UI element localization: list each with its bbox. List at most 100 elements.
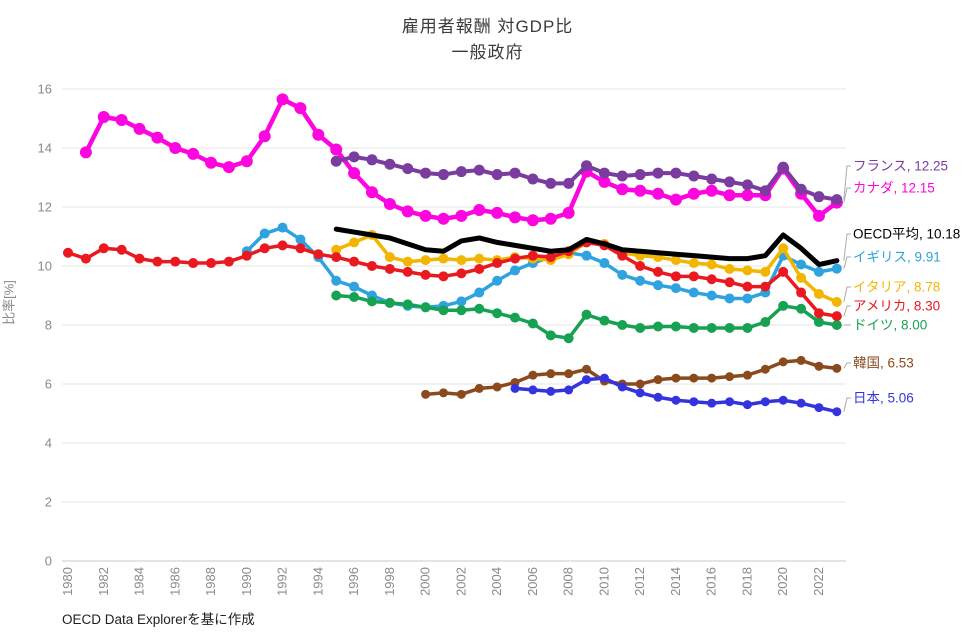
marker-italy	[706, 259, 717, 270]
marker-canada	[419, 209, 432, 222]
marker-germany	[366, 296, 377, 307]
marker-korea	[796, 355, 806, 365]
label-connector-france	[843, 165, 851, 200]
marker-canada	[634, 184, 647, 197]
marker-japan	[671, 395, 681, 405]
x-tick-label: 2008	[561, 567, 576, 596]
marker-korea	[635, 379, 645, 389]
marker-korea	[814, 361, 824, 371]
marker-germany	[438, 305, 449, 316]
marker-germany	[420, 302, 431, 313]
page-title: 雇用者報酬 対GDP比	[401, 17, 574, 36]
marker-canada	[222, 161, 235, 174]
marker-canada	[526, 214, 539, 227]
marker-usa	[635, 261, 646, 271]
marker-italy	[688, 258, 699, 269]
marker-france	[330, 155, 342, 167]
marker-korea	[742, 370, 752, 380]
marker-japan	[689, 397, 699, 407]
marker-uk	[474, 287, 485, 298]
marker-germany	[402, 299, 413, 310]
marker-italy	[742, 265, 753, 276]
marker-canada	[79, 146, 92, 159]
label-connector-canada	[843, 187, 851, 203]
marker-uk	[688, 287, 699, 298]
marker-germany	[456, 305, 467, 316]
marker-japan	[778, 395, 788, 405]
marker-france	[509, 167, 521, 179]
marker-canada	[401, 205, 414, 218]
label-connector-italy	[843, 286, 851, 303]
marker-france	[491, 169, 503, 181]
marker-usa	[688, 271, 699, 282]
marker-usa	[796, 287, 807, 298]
marker-usa	[492, 258, 503, 269]
marker-japan	[635, 388, 645, 398]
marker-japan	[546, 386, 556, 396]
marker-france	[420, 167, 432, 179]
marker-italy	[813, 289, 824, 300]
marker-usa	[813, 308, 824, 319]
marker-korea	[671, 373, 681, 383]
marker-uk	[510, 265, 520, 276]
marker-usa	[510, 253, 520, 264]
marker-korea	[456, 389, 466, 399]
marker-italy	[420, 255, 431, 266]
marker-usa	[402, 266, 413, 277]
label-connector-korea	[843, 362, 851, 369]
marker-france	[831, 194, 843, 206]
marker-canada	[330, 143, 343, 156]
marker-canada	[723, 189, 736, 202]
marker-uk	[796, 259, 807, 270]
marker-uk	[617, 269, 628, 280]
y-tick-label: 10	[38, 259, 52, 274]
source-note: OECD Data Explorerを基に作成	[62, 612, 255, 627]
marker-germany	[670, 321, 681, 332]
marker-germany	[510, 312, 520, 323]
marker-korea	[474, 383, 484, 393]
x-tick-label: 2014	[668, 567, 683, 596]
marker-france	[741, 179, 753, 191]
marker-germany	[688, 322, 699, 333]
series-label-germany: ドイツ, 8.00	[853, 318, 927, 333]
x-tick-label: 1998	[382, 567, 397, 596]
marker-italy	[724, 263, 735, 274]
marker-germany	[742, 322, 753, 333]
marker-japan	[760, 397, 770, 407]
marker-canada	[276, 93, 289, 106]
marker-italy	[331, 244, 342, 255]
label-connector-oecd-average	[843, 233, 851, 261]
marker-canada	[348, 167, 361, 180]
marker-germany	[384, 297, 395, 308]
marker-japan	[742, 400, 752, 410]
marker-usa	[653, 266, 664, 277]
y-tick-label: 8	[45, 318, 52, 333]
marker-uk	[813, 266, 824, 277]
marker-italy	[670, 255, 681, 266]
series-label-japan: 日本, 5.06	[853, 391, 914, 406]
line-canada	[83, 97, 840, 223]
marker-korea	[760, 364, 770, 374]
marker-canada	[687, 187, 700, 200]
marker-uk	[831, 263, 842, 274]
marker-germany	[635, 322, 646, 333]
marker-japan	[796, 398, 806, 408]
marker-germany	[760, 317, 771, 328]
marker-france	[437, 169, 449, 181]
marker-canada	[491, 206, 504, 219]
marker-usa	[313, 249, 324, 260]
marker-germany	[831, 320, 842, 330]
marker-france	[616, 170, 628, 182]
marker-canada	[312, 128, 325, 141]
line-japan	[513, 376, 839, 414]
marker-canada	[705, 184, 718, 197]
x-tick-label: 2000	[418, 567, 433, 596]
marker-france	[545, 177, 557, 189]
marker-usa	[241, 250, 252, 261]
marker-france	[455, 166, 467, 178]
marker-germany	[492, 308, 503, 319]
marker-germany	[617, 320, 628, 330]
x-tick-label: 1990	[239, 567, 254, 596]
marker-france	[598, 167, 610, 179]
